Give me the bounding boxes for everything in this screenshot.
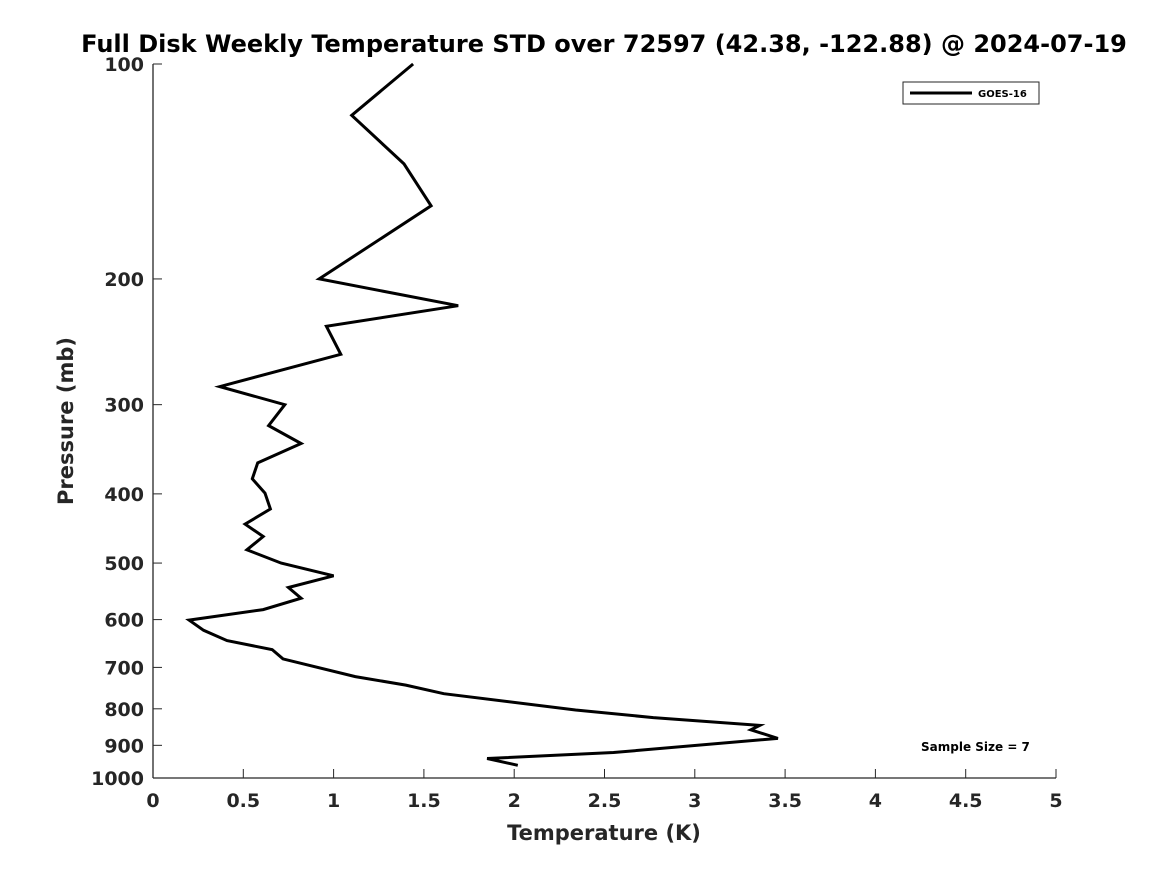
y-tick-label: 1000 [91,768,144,790]
x-ticks: 0 0.5 1 1.5 2 2.5 3 3.5 4 4.5 5 [146,769,1063,812]
y-axis-label: Pressure (mb) [54,337,78,505]
series-line-goes-16 [185,62,779,767]
y-ticks: 100 200 300 400 500 600 700 800 900 1000 [91,54,162,790]
y-tick-label: 300 [104,395,144,417]
legend-label-goes-16: GOES-16 [978,89,1027,100]
x-tick-label: 2 [508,790,521,812]
x-tick-label: 1 [327,790,340,812]
x-tick-label: 3 [688,790,701,812]
y-tick-label: 200 [104,269,144,291]
x-tick-label: 4 [869,790,882,812]
y-tick-label: 600 [104,610,144,632]
sample-size-annotation: Sample Size = 7 [921,740,1030,754]
plot-area: 0 0.5 1 1.5 2 2.5 3 3.5 4 4.5 5 100 200 300 400 500 600… [91,54,1063,812]
legend: GOES-16 [902,81,1040,105]
x-tick-label: 5 [1049,790,1062,812]
y-tick-label: 500 [104,553,144,575]
x-tick-label: 3.5 [768,790,802,812]
x-axis-label: Temperature (K) [507,821,701,845]
x-tick-label: 1.5 [407,790,441,812]
y-tick-label: 100 [104,54,144,76]
series-layer [185,62,779,767]
chart-title: Full Disk Weekly Temperature STD over 72… [81,30,1127,58]
y-tick-label: 800 [104,699,144,721]
x-tick-label: 0.5 [226,790,260,812]
y-tick-label: 900 [104,735,144,757]
x-tick-label: 4.5 [949,790,983,812]
y-tick-label: 700 [104,657,144,679]
x-tick-label: 2.5 [588,790,622,812]
y-tick-label: 400 [104,484,144,506]
x-tick-label: 0 [146,790,159,812]
